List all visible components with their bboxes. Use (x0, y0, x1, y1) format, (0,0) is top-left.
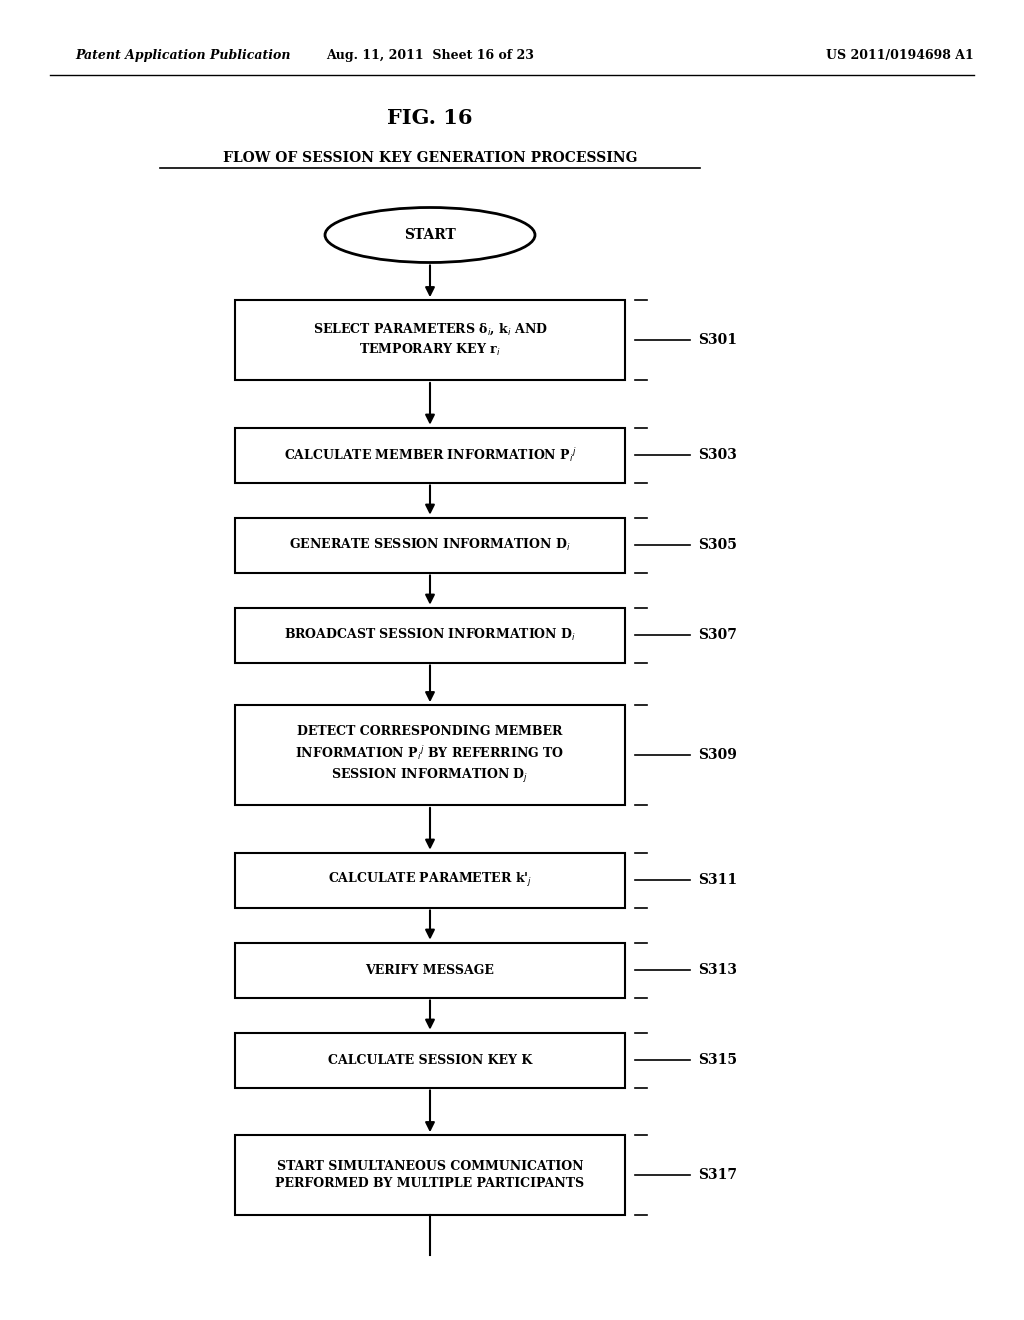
FancyBboxPatch shape (234, 853, 625, 908)
Text: GENERATE SESSION INFORMATION D$_i$: GENERATE SESSION INFORMATION D$_i$ (289, 537, 570, 553)
Text: START SIMULTANEOUS COMMUNICATION
PERFORMED BY MULTIPLE PARTICIPANTS: START SIMULTANEOUS COMMUNICATION PERFORM… (275, 1160, 585, 1191)
Text: S305: S305 (698, 539, 737, 552)
FancyBboxPatch shape (234, 428, 625, 483)
Text: FIG. 16: FIG. 16 (387, 108, 473, 128)
Text: S301: S301 (698, 333, 737, 347)
Text: S309: S309 (698, 748, 737, 762)
Text: CALCULATE PARAMETER k'$_j$: CALCULATE PARAMETER k'$_j$ (328, 871, 532, 888)
FancyBboxPatch shape (234, 607, 625, 663)
FancyBboxPatch shape (234, 517, 625, 573)
FancyBboxPatch shape (234, 705, 625, 805)
Text: Aug. 11, 2011  Sheet 16 of 23: Aug. 11, 2011 Sheet 16 of 23 (326, 49, 534, 62)
Text: S303: S303 (698, 447, 737, 462)
Ellipse shape (325, 207, 535, 263)
Text: S313: S313 (698, 964, 737, 977)
Text: CALCULATE SESSION KEY K: CALCULATE SESSION KEY K (328, 1053, 532, 1067)
Text: S317: S317 (698, 1168, 737, 1181)
Text: Patent Application Publication: Patent Application Publication (75, 49, 291, 62)
FancyBboxPatch shape (234, 1135, 625, 1214)
Text: BROADCAST SESSION INFORMATION D$_i$: BROADCAST SESSION INFORMATION D$_i$ (284, 627, 575, 643)
Text: DETECT CORRESPONDING MEMBER
INFORMATION P$_i$$^j$ BY REFERRING TO
SESSION INFORM: DETECT CORRESPONDING MEMBER INFORMATION … (295, 726, 564, 784)
Text: S307: S307 (698, 628, 737, 642)
Text: FLOW OF SESSION KEY GENERATION PROCESSING: FLOW OF SESSION KEY GENERATION PROCESSIN… (223, 150, 637, 165)
FancyBboxPatch shape (234, 1032, 625, 1088)
Text: SELECT PARAMETERS δ$_i$, k$_i$ AND
TEMPORARY KEY r$_i$: SELECT PARAMETERS δ$_i$, k$_i$ AND TEMPO… (312, 322, 548, 358)
Text: VERIFY MESSAGE: VERIFY MESSAGE (366, 964, 495, 977)
Text: S311: S311 (698, 873, 737, 887)
FancyBboxPatch shape (234, 942, 625, 998)
FancyBboxPatch shape (234, 300, 625, 380)
Text: S315: S315 (698, 1053, 737, 1067)
Text: US 2011/0194698 A1: US 2011/0194698 A1 (826, 49, 974, 62)
Text: CALCULATE MEMBER INFORMATION P$_i$$^j$: CALCULATE MEMBER INFORMATION P$_i$$^j$ (284, 446, 577, 465)
Text: START: START (404, 228, 456, 242)
